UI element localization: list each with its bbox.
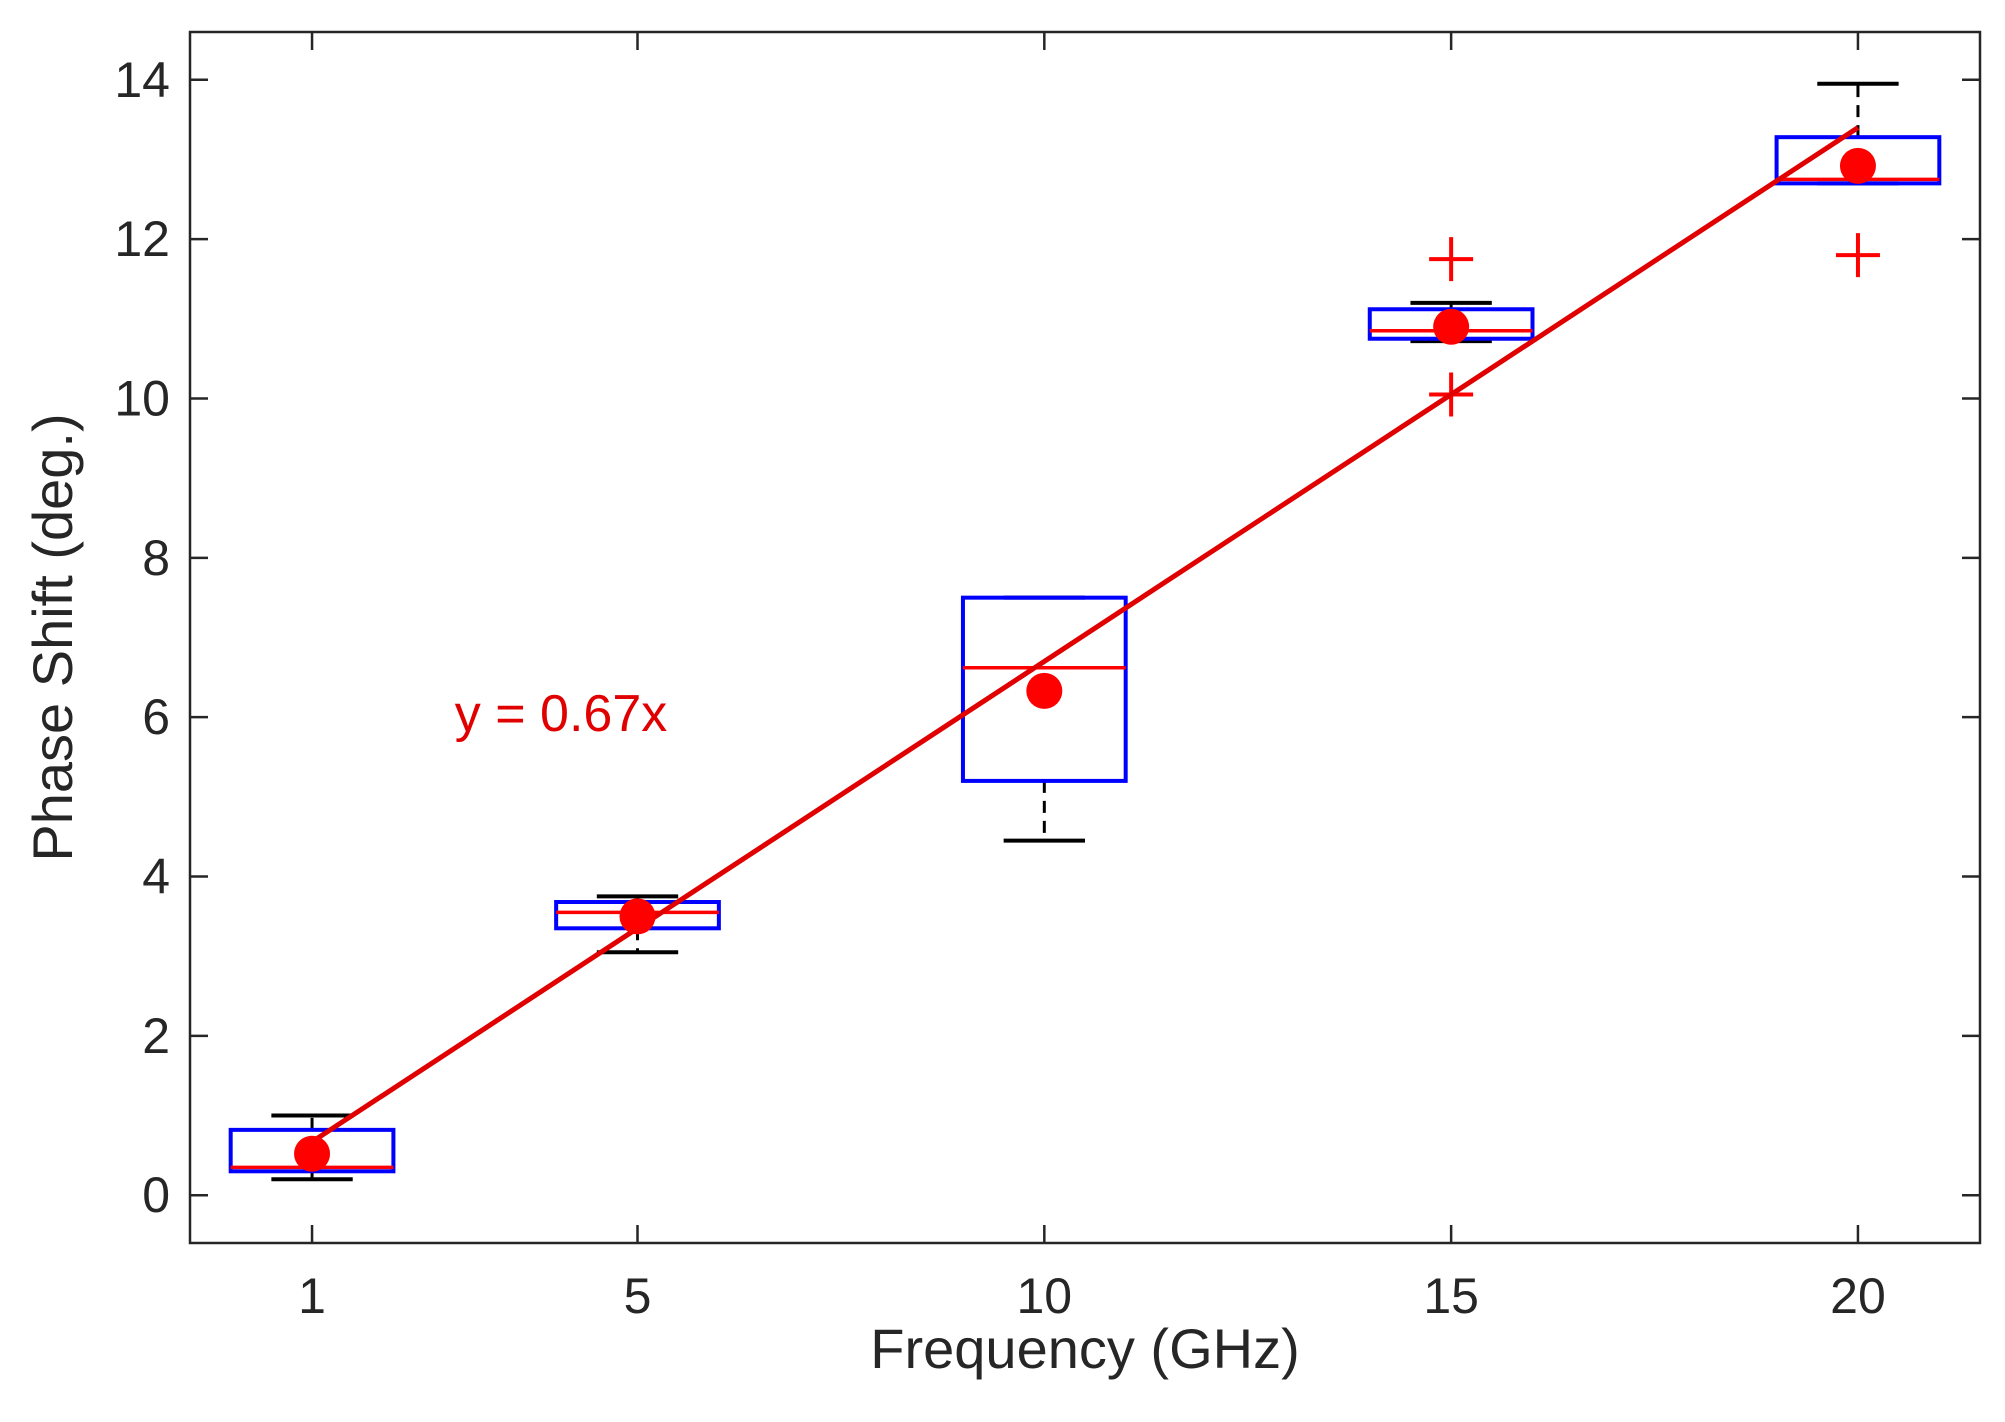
y-tick-label-12: 12 [114,211,170,267]
x-tick-label-10: 10 [1017,1268,1073,1324]
mean-marker-5 [619,898,656,935]
y-tick-label-2: 2 [142,1008,170,1064]
mean-markers [294,147,1876,1172]
x-tick-label-15: 15 [1423,1268,1479,1324]
mean-marker-20 [1839,147,1876,184]
fit-line-group [310,125,1860,1144]
mean-marker-15 [1433,308,1470,345]
x-tick-label-1: 1 [298,1268,326,1324]
fit-equation-annotation: y = 0.67x [455,685,667,743]
outlier-20-0 [1835,233,1880,278]
mean-marker-10 [1026,672,1063,709]
fit-line [310,125,1860,1144]
y-tick-label-8: 8 [142,530,170,586]
x-tick-label-20: 20 [1830,1268,1886,1324]
x-tick-label-5: 5 [624,1268,652,1324]
iqr-box-10 [960,595,1128,783]
y-tick-label-0: 0 [142,1167,170,1223]
x-axis-title: Frequency (GHz) [870,1317,1299,1380]
box-series [228,81,1942,1182]
box-10 [960,595,1128,843]
y-tick-label-6: 6 [142,689,170,745]
plot-frame [188,30,1982,1245]
y-tick-label-4: 4 [142,849,170,905]
axes-frame [188,30,1982,1245]
outlier-15-0 [1429,237,1474,282]
y-tick-label-14: 14 [114,52,170,108]
box-15 [1367,237,1535,417]
y-tick-label-10: 10 [114,370,170,426]
y-axis-title: Phase Shift (deg.) [21,413,84,861]
mean-marker-1 [294,1135,331,1172]
